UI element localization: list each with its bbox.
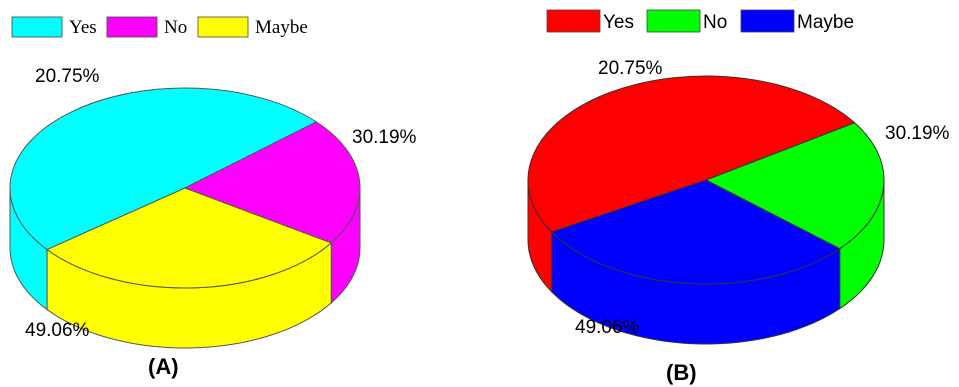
legend-swatch-no [106, 16, 158, 38]
legend-label-maybe: Maybe [255, 17, 308, 38]
legend-swatch-maybe [740, 9, 795, 33]
legend-swatch-maybe [197, 16, 249, 38]
pie-top-faces [9, 87, 361, 289]
pie-slice-no [704, 122, 885, 250]
pie-slice-maybe [550, 179, 841, 285]
data-label-no: 20.75% [35, 66, 100, 87]
pie-top-faces [527, 75, 885, 285]
data-label-maybe: 30.19% [352, 127, 417, 148]
pie-chart-a: Yes No Maybe 49.06% 20.75% 30.19% (A) [9, 16, 417, 379]
legend-swatch-no [646, 9, 701, 33]
legend-label-maybe: Maybe [797, 12, 854, 33]
pie-slice-yes [9, 87, 318, 251]
pie-slice-yes [527, 75, 856, 233]
legend-swatch-yes [546, 9, 601, 33]
panel-label: (A) [148, 354, 179, 379]
legend-label-yes: Yes [603, 12, 634, 33]
panel-label: (B) [666, 360, 697, 385]
data-label-no: 20.75% [598, 58, 663, 79]
pie-chart-b: Yes No Maybe 49.06% 20.75% 30.19% (B) [479, 0, 959, 387]
legend-label-yes: Yes [69, 17, 97, 38]
pie-slice-maybe [46, 187, 333, 289]
data-label-yes: 49.06% [25, 320, 90, 341]
pie-chart-a-svg: Yes No Maybe 49.06% 20.75% 30.19% (A) [9, 16, 417, 379]
pie-slice-no [183, 121, 361, 244]
pie-chart-b-svg: Yes No Maybe 49.06% 20.75% 30.19% (B) [527, 9, 950, 385]
legend-label-no: No [164, 17, 187, 38]
legend: Yes No Maybe [546, 9, 854, 33]
legend-label-no: No [703, 12, 727, 33]
data-label-maybe: 30.19% [885, 123, 950, 144]
legend: Yes No Maybe [11, 16, 308, 38]
legend-swatch-yes [11, 16, 63, 38]
data-labels: 49.06% 20.75% 30.19% [25, 66, 417, 341]
data-labels: 49.06% 20.75% 30.19% [575, 58, 950, 338]
data-label-yes: 49.06% [575, 317, 640, 338]
